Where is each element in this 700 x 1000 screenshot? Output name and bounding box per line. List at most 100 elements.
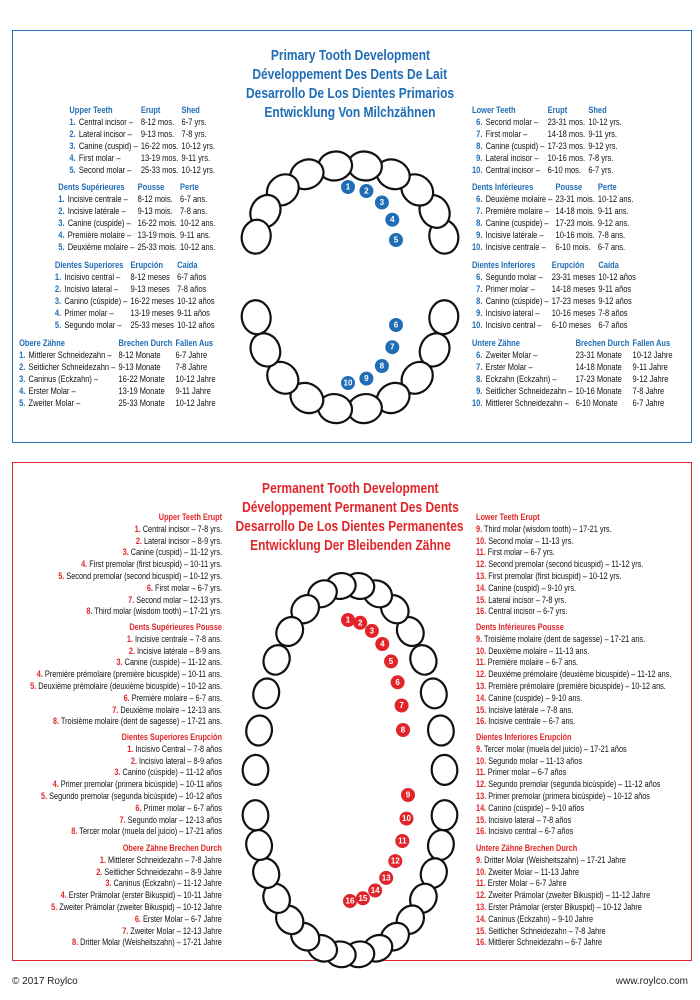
table-cell: 10-12 Jahre: [632, 349, 673, 360]
table-cell: 10-16 mos.: [547, 152, 586, 163]
row-number: 5.: [30, 679, 37, 691]
table-cell: 9-13 mos.: [140, 128, 175, 139]
row-number: 7.: [476, 128, 483, 139]
tooth-table: Dents Inférieures Pousse Perte 6. Deuxième m…: [472, 181, 633, 253]
table-cell: 14-18 Monate: [575, 361, 622, 372]
table-cell: Zweiter Molar –: [28, 397, 80, 408]
table-header: Untere Zähne: [472, 337, 520, 348]
tooth-marker: [355, 891, 370, 906]
row-text: Incisivo central – 6-7 años: [488, 825, 574, 837]
tooth-marker: [341, 376, 355, 390]
row-number: 7.: [112, 703, 119, 715]
list-row: 15. Lateral incisor – 7-8 yrs.: [476, 594, 643, 606]
title-text: Primary Tooth Development: [270, 47, 430, 64]
table-header: Perte: [179, 181, 199, 192]
table-cell: Incisivo lateral –: [485, 307, 540, 318]
table-cell: 17-23 Monate: [575, 373, 622, 384]
row-number: 9.: [476, 152, 483, 163]
row-number: 3.: [105, 877, 112, 889]
tooth-number: 7: [390, 343, 395, 352]
title-line: Développement Permanent Des Dents: [0, 498, 700, 517]
list-header: Lower Teeth Erupt: [476, 511, 540, 522]
list-row: 5. Segundo premolar (segunda bicúspide) …: [41, 790, 222, 802]
row-text: Zweiter Molar – 11-13 Jahre: [488, 865, 580, 877]
row-number: 14.: [476, 691, 487, 703]
row-number: 8.: [476, 140, 483, 151]
tooth: [245, 714, 274, 747]
table-header: Erupción: [551, 259, 585, 270]
row-text: Primer premolar (primera bicúspide) – 10…: [488, 789, 650, 801]
list-row: 3. Canine (cuspid) – 11-12 yrs.: [58, 546, 222, 558]
row-text: Caninus (Eckzahn) – 11-12 Jahre: [113, 877, 222, 889]
tooth: [430, 799, 459, 832]
row-number: 11.: [476, 877, 486, 889]
list-header: Dents Supérieures Pousse: [129, 621, 222, 632]
table-cell: Première molaire –: [67, 229, 131, 240]
tooth: [241, 799, 270, 832]
row-number: 8.: [52, 715, 60, 727]
table-cell: 6-7 años: [598, 319, 628, 330]
tooth-list: Upper Teeth Erupt 1. Central incisor – 7-…: [58, 511, 222, 617]
list-row: 12. Deuxième prémolaire (deuxième bicusp…: [476, 668, 671, 680]
title-text: Développement Des Dents De Lait: [252, 66, 448, 83]
list-row: 14. Caninus (Eckzahn) – 9-10 Jahre: [476, 913, 650, 925]
row-number: 4.: [36, 668, 43, 680]
row-text: Mittlerer Schneidezahn – 6-7 Jahre: [488, 936, 603, 948]
row-text: Dritter Molar (Weisheitszahn) – 17-21 Ja…: [80, 936, 223, 948]
tooth-marker: [396, 723, 410, 737]
row-text: Incisivo lateral – 7-8 años: [488, 813, 572, 825]
tooth-table: Dientes Inferiores Erupción Caída 6. Segundo…: [472, 259, 636, 331]
table-cell: 10-12 ans.: [179, 241, 215, 252]
row-number: 3.: [122, 546, 129, 558]
list-row: 3. Canino (cúspide) – 11-12 años: [41, 766, 222, 778]
table-cell: 9-11 Jahre: [632, 361, 668, 372]
tooth-marker: [388, 854, 403, 869]
row-number: 10.: [476, 534, 487, 546]
row-text: Zweiter Molar – 12-13 Jahre: [130, 924, 222, 936]
table-header: Caída: [598, 259, 619, 270]
row-number: 13.: [476, 569, 487, 581]
table-cell: 6-10 mois.: [555, 241, 591, 252]
table-cell: 7-8 Jahre: [174, 361, 207, 372]
tooth-number: 10: [402, 814, 411, 823]
row-number: 8.: [72, 936, 79, 948]
row-number: 8.: [476, 217, 483, 228]
row-text: Erster Prämolar (erster Bikuspid) – 10-1…: [68, 889, 222, 901]
row-text: Primer molar – 6-7 años: [143, 801, 222, 813]
table-cell: 6-7 ans.: [179, 193, 207, 204]
table-cell: 10-12 yrs.: [181, 164, 215, 175]
title-text: Desarrollo De Los Dientes Permanentes: [235, 518, 465, 535]
row-text: Erster Molar – 6-7 Jahre: [143, 912, 222, 924]
table-cell: 6-7 Jahre: [174, 349, 207, 360]
table-cell: 9-11 años: [177, 307, 211, 318]
row-number: 7.: [476, 205, 483, 216]
table-cell: 6-10 meses: [551, 319, 591, 330]
list-row: 9. Dritter Molar (Weisheitszahn) – 17-21…: [476, 854, 650, 866]
list-row: 12. Segundo premolar (segunda bicúspide)…: [476, 778, 660, 790]
row-number: 4.: [55, 307, 62, 318]
table-cell: 23-31 Monate: [575, 349, 622, 360]
row-number: 6.: [476, 193, 483, 204]
tooth-number: 2: [364, 187, 369, 196]
list-row: 13. First premolar (first bicuspid) – 10…: [476, 570, 643, 582]
row-text: Seitlicher Schneidezahn – 8-9 Jahre: [104, 865, 222, 877]
row-number: 2.: [18, 361, 25, 372]
row-text: Première prémolaire (première bicuspide)…: [488, 679, 666, 691]
list-row: 6. Primer molar – 6-7 años: [41, 802, 222, 814]
table-cell: 9-11 años: [598, 283, 632, 294]
tooth-marker: [384, 654, 398, 669]
list-row: 4. Primer premolar (primera bicúspide) –…: [41, 778, 222, 790]
list-row: 3. Caninus (Eckzahn) – 11-12 Jahre: [51, 877, 222, 889]
row-number: 8.: [86, 605, 93, 617]
list-row: 16. Incisivo central – 6-7 años: [476, 825, 660, 837]
list-row: 5. Zweiter Prämolar (zweiter Bikuspid) –…: [51, 901, 222, 913]
title-text: Entwicklung Der Bleibenden Zähne: [249, 537, 451, 554]
list-row: 1. Mittlerer Schneidezahn – 7-8 Jahre: [51, 854, 222, 866]
table-cell: 7-8 años: [177, 283, 207, 294]
tooth-marker: [389, 318, 403, 332]
table-cell: 6-7 Jahre: [632, 397, 665, 408]
tooth-number: 1: [346, 616, 351, 625]
table-cell: Second molar –: [78, 164, 132, 175]
table-cell: 10-12 ans.: [597, 193, 634, 204]
row-text: Incisivo Central – 7-8 años: [135, 742, 222, 754]
